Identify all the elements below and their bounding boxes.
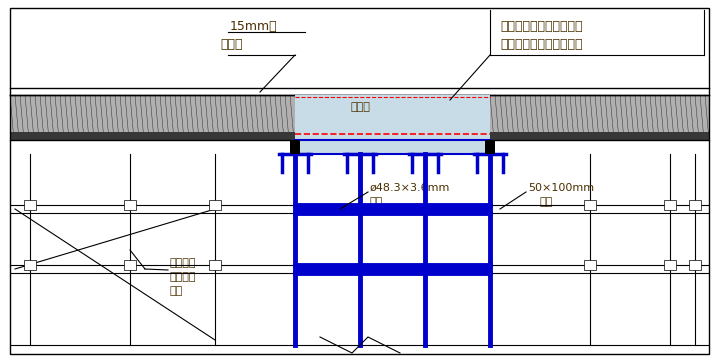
- Bar: [290, 140, 300, 154]
- Text: 后浇带模板独立搭设范围: 后浇带模板独立搭设范围: [500, 20, 582, 33]
- Bar: [689, 200, 701, 210]
- Text: 后浇带: 后浇带: [350, 102, 370, 112]
- Text: 木胶板: 木胶板: [220, 38, 242, 51]
- Bar: [24, 200, 36, 210]
- Text: 50×100mm: 50×100mm: [528, 183, 594, 193]
- Bar: [124, 260, 136, 270]
- Bar: [485, 140, 495, 154]
- Text: 方木: 方木: [540, 197, 553, 207]
- Text: 式钢管支: 式钢管支: [170, 272, 196, 282]
- Bar: [295, 205, 490, 213]
- Bar: [584, 260, 596, 270]
- Text: 钢管: 钢管: [370, 197, 383, 207]
- Bar: [10, 95, 709, 140]
- Bar: [209, 200, 221, 210]
- Bar: [689, 260, 701, 270]
- Bar: [10, 132, 709, 140]
- Bar: [584, 200, 596, 210]
- Text: 满堂碗扣: 满堂碗扣: [170, 258, 196, 268]
- Bar: [124, 200, 136, 210]
- Bar: [295, 140, 490, 154]
- Bar: [664, 260, 676, 270]
- Bar: [24, 260, 36, 270]
- Bar: [295, 265, 490, 273]
- Text: 撑架: 撑架: [170, 286, 183, 296]
- Text: 此处模板接缝粘贴海绵条: 此处模板接缝粘贴海绵条: [500, 38, 582, 51]
- Bar: [664, 200, 676, 210]
- Bar: [209, 260, 221, 270]
- Text: 15mm厚: 15mm厚: [230, 20, 278, 33]
- Text: ø48.3×3.6mm: ø48.3×3.6mm: [370, 183, 450, 193]
- Bar: [295, 95, 490, 140]
